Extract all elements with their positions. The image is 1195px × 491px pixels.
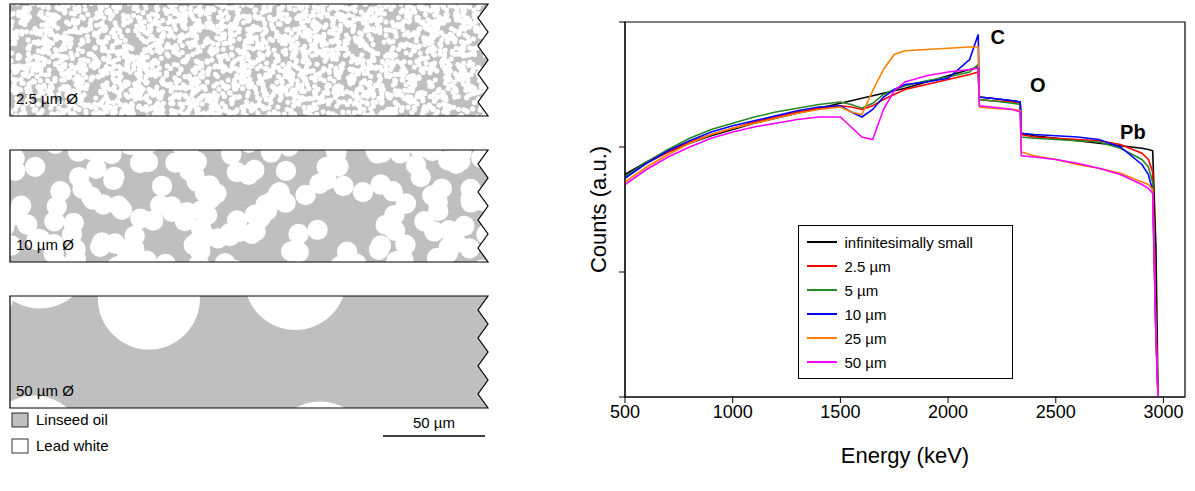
svg-text:2500: 2500 (1036, 402, 1076, 422)
html-text:2.5 µm: 2.5 µm (844, 257, 891, 275)
svg-text:3000: 3000 (1143, 402, 1183, 422)
svg-text:500: 500 (610, 402, 640, 422)
svg-text:Lead white: Lead white (36, 437, 109, 454)
html-text:infinitesimally small: infinitesimally small (844, 233, 973, 251)
svg-text:Linseed oil: Linseed oil (36, 411, 108, 428)
svg-text:10 µm Ø: 10 µm Ø (16, 236, 74, 253)
svg-text:Counts (a.u.): Counts (a.u.) (586, 146, 611, 273)
svg-text:Pb: Pb (1120, 121, 1146, 143)
svg-text:2000: 2000 (928, 402, 968, 422)
svg-text:50 µm: 50 µm (413, 414, 455, 431)
svg-text:1000: 1000 (713, 402, 753, 422)
html-text:10 µm: 10 µm (844, 305, 887, 323)
html-text:5 µm: 5 µm (844, 281, 879, 299)
svg-text:Energy (keV): Energy (keV) (841, 443, 969, 468)
html-text:25 µm: 25 µm (844, 329, 887, 347)
svg-text:50 µm Ø: 50 µm Ø (16, 382, 74, 399)
svg-text:C: C (990, 26, 1004, 48)
svg-text:O: O (1030, 74, 1046, 96)
svg-text:2.5 µm Ø: 2.5 µm Ø (16, 90, 78, 107)
svg-text:1500: 1500 (820, 402, 860, 422)
html-text:50 µm: 50 µm (844, 353, 887, 371)
